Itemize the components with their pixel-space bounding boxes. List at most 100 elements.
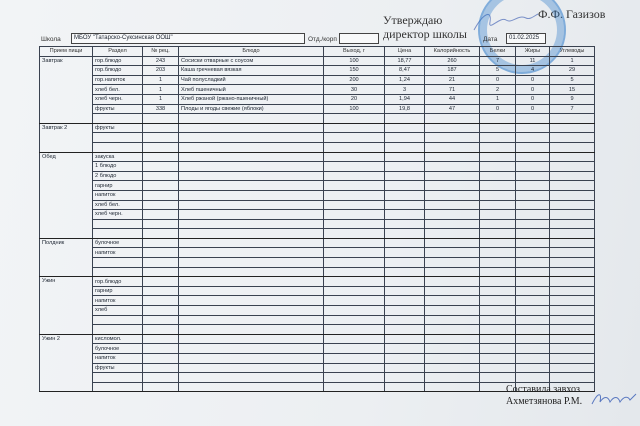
table-cell xyxy=(479,324,516,335)
table-cell xyxy=(549,237,595,249)
table-row xyxy=(40,324,595,335)
table-cell: 1 xyxy=(142,74,179,86)
table-row: гарнир xyxy=(40,180,595,191)
table-cell xyxy=(515,237,550,249)
table-cell xyxy=(515,180,550,191)
date-label: Дата xyxy=(483,36,498,43)
meal-name: Ужин xyxy=(39,276,93,335)
table-cell xyxy=(178,151,324,163)
table-row: хлеб бел. xyxy=(40,199,595,211)
table-cell xyxy=(424,257,480,268)
table-cell xyxy=(142,266,179,278)
table-row: Ужин 2 кисломол. xyxy=(39,333,595,393)
table-cell xyxy=(384,266,425,278)
table-cell: 29 xyxy=(549,65,595,76)
table-cell: 150 xyxy=(323,65,385,76)
table-cell: фрукты xyxy=(92,122,143,134)
table-cell xyxy=(178,180,324,191)
table-cell xyxy=(178,314,324,326)
table-row xyxy=(40,228,595,239)
table-cell xyxy=(142,141,179,153)
table-cell xyxy=(515,295,550,307)
table-cell xyxy=(424,189,480,201)
table-cell xyxy=(323,314,385,326)
table-cell xyxy=(424,113,480,124)
table-cell xyxy=(323,353,385,364)
table-cell xyxy=(384,353,425,364)
table-cell: 1 xyxy=(142,84,179,95)
table-cell xyxy=(142,314,179,326)
table-cell xyxy=(92,141,143,153)
table-cell xyxy=(384,161,425,172)
meal-name: Завтрак 2 xyxy=(39,122,93,153)
table-cell xyxy=(515,266,550,278)
table-cell xyxy=(323,276,385,287)
table-cell xyxy=(424,170,480,182)
table-cell xyxy=(384,285,425,297)
table-cell: 100 xyxy=(323,103,385,115)
table-cell: 200 xyxy=(323,74,385,86)
table-cell xyxy=(424,266,480,278)
table-cell: 30 xyxy=(323,84,385,95)
table-cell xyxy=(92,257,143,268)
table-cell xyxy=(424,324,480,335)
table-cell xyxy=(323,189,385,201)
table-cell xyxy=(479,314,516,326)
table-cell: 1 xyxy=(479,93,516,105)
table-cell xyxy=(424,122,480,134)
table-cell: 5 xyxy=(549,74,595,86)
table-cell xyxy=(479,343,516,354)
column-header: Углеводы xyxy=(549,46,595,57)
table-cell xyxy=(323,305,385,316)
table-row xyxy=(40,266,595,278)
table-row: гарнир xyxy=(40,285,595,297)
table-cell: 187 xyxy=(424,65,480,76)
table-cell: 71 xyxy=(424,84,480,95)
table-cell xyxy=(142,247,179,259)
table-cell xyxy=(549,343,595,354)
table-cell xyxy=(515,362,550,374)
table-cell: 203 xyxy=(142,65,179,76)
table-cell xyxy=(424,372,480,383)
table-cell xyxy=(515,343,550,354)
table-cell: гор.блюдо xyxy=(92,276,143,287)
column-header: Блюдо xyxy=(178,46,324,57)
table-cell xyxy=(479,189,516,201)
table-cell xyxy=(479,209,516,220)
table-row: Завтрак 2 фрукты xyxy=(39,122,595,153)
table-cell xyxy=(479,180,516,191)
table-cell xyxy=(178,276,324,287)
table-cell xyxy=(549,228,595,239)
table-cell xyxy=(142,170,179,182)
table-cell xyxy=(323,228,385,239)
column-header: Жиры xyxy=(515,46,550,57)
table-cell xyxy=(92,228,143,239)
table-cell xyxy=(142,305,179,316)
table-cell xyxy=(424,141,480,153)
table-cell xyxy=(323,343,385,354)
table-cell xyxy=(142,237,179,249)
table-cell: 2 блюдо xyxy=(92,170,143,182)
table-cell xyxy=(549,353,595,364)
table-cell xyxy=(142,132,179,143)
table-cell xyxy=(178,333,324,345)
table-cell xyxy=(424,362,480,374)
table-cell xyxy=(142,257,179,268)
table-row: фрукты 338 Плоды и ягоды свежие (яблоки) 10… xyxy=(40,103,595,115)
table-cell xyxy=(178,343,324,354)
table-cell: 4 xyxy=(515,65,550,76)
table-cell xyxy=(479,295,516,307)
table-row: Ужин гор.блюдо xyxy=(39,276,595,335)
table-cell xyxy=(178,189,324,201)
table-cell xyxy=(424,381,480,393)
table-cell xyxy=(479,170,516,182)
table-cell xyxy=(384,218,425,230)
table-cell xyxy=(384,228,425,239)
table-cell xyxy=(384,362,425,374)
table-row: напиток xyxy=(40,247,595,259)
table-cell xyxy=(384,170,425,182)
table-cell xyxy=(178,170,324,182)
table-cell xyxy=(549,132,595,143)
table-cell: 11 xyxy=(515,55,550,67)
table-cell: 260 xyxy=(424,55,480,67)
